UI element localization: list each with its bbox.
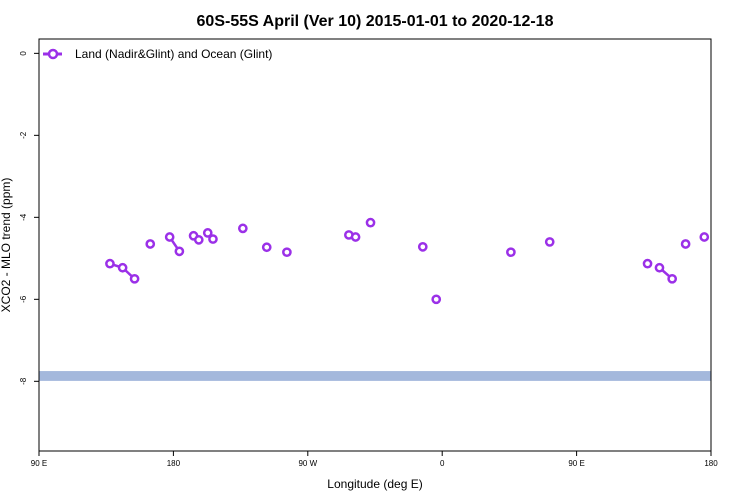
plot-area: 90 E 180 90 W 0 90 E 180 0 -2 -4 -6 -8 <box>19 38 718 468</box>
y-tick-label: -6 <box>19 295 28 303</box>
data-point <box>164 232 175 242</box>
data-point <box>350 232 361 242</box>
data-point <box>667 273 678 284</box>
data-point <box>129 273 140 284</box>
chart-title: 60S-55S April (Ver 10) 2015-01-01 to 202… <box>197 13 554 30</box>
data-point <box>506 247 516 258</box>
data-point <box>117 262 128 273</box>
y-tick-label: -8 <box>19 377 28 385</box>
x-axis-label: Longitude (deg E) <box>327 477 422 491</box>
data-point <box>282 247 292 258</box>
y-tick-label: 0 <box>19 51 28 56</box>
plot-frame <box>38 38 712 452</box>
data-point <box>365 217 376 228</box>
reference-band <box>39 371 711 381</box>
x-tick-label: 90 E <box>568 459 584 468</box>
data-point <box>202 228 213 238</box>
y-axis-label: XCO2 - MLO trend (ppm) <box>0 178 13 313</box>
data-point <box>174 246 185 257</box>
data-point <box>145 239 156 249</box>
x-tick-label: 0 <box>440 459 445 468</box>
y-tick-label: -4 <box>19 213 28 221</box>
data-point <box>208 234 218 244</box>
y-tick-label: -2 <box>19 131 28 139</box>
x-tick-label: 90 E <box>31 459 47 468</box>
data-point <box>105 258 115 269</box>
data-point <box>642 258 653 269</box>
data-point <box>544 237 555 247</box>
legend-marker <box>47 48 59 60</box>
legend: Land (Nadir&Glint) and Ocean (Glint) <box>43 47 272 61</box>
x-tick-label: 180 <box>167 459 181 468</box>
data-point <box>237 223 248 234</box>
data-point <box>654 262 665 273</box>
data-point <box>417 241 428 252</box>
data-point <box>680 239 691 249</box>
data-point <box>261 242 272 253</box>
data-point <box>431 294 442 305</box>
data-point <box>699 232 710 242</box>
x-tick-label: 180 <box>704 459 718 468</box>
legend-label: Land (Nadir&Glint) and Ocean (Glint) <box>75 47 272 61</box>
data-point <box>193 235 204 245</box>
x-tick-label: 90 W <box>298 459 317 468</box>
